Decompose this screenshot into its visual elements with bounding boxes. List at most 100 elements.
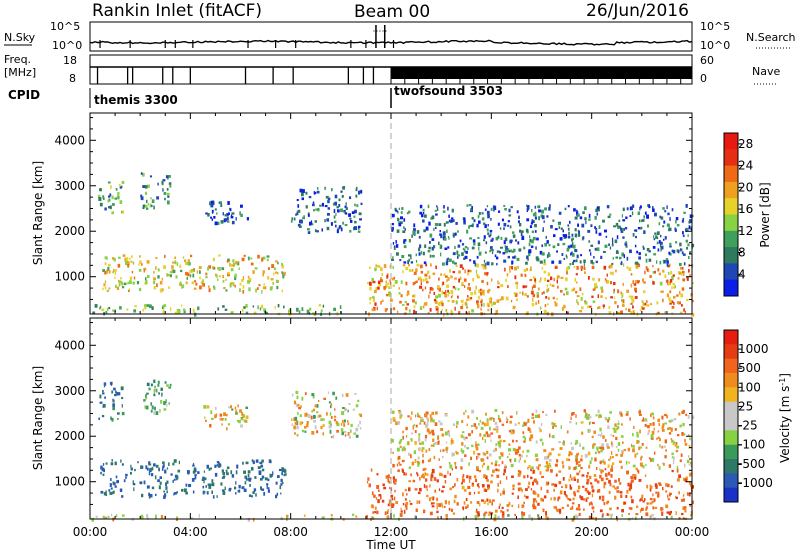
- echo-cell: [206, 464, 209, 469]
- echo-cell: [400, 280, 403, 284]
- echo-cell: [543, 259, 546, 264]
- echo-cell: [554, 228, 558, 231]
- echo-cell: [593, 256, 595, 259]
- echo-cell: [557, 496, 561, 500]
- echo-cell: [588, 502, 591, 506]
- echo-cell: [231, 264, 235, 267]
- echo-cell: [190, 254, 193, 258]
- echo-cell: [551, 435, 555, 439]
- echo-cell: [298, 406, 301, 410]
- echo-cell: [525, 285, 528, 288]
- echo-cell: [540, 497, 543, 502]
- echo-cell: [140, 465, 143, 469]
- echo-cell: [531, 220, 534, 223]
- echo-cell: [631, 517, 634, 520]
- echo-cell: [349, 229, 352, 233]
- echo-cell: [449, 487, 452, 491]
- echo-cell: [648, 204, 650, 208]
- echo-cell: [422, 251, 425, 256]
- echo-cell: [301, 429, 305, 433]
- echo-cell: [413, 271, 417, 275]
- echo-cell: [104, 262, 107, 266]
- echo-cell: [620, 229, 624, 233]
- echo-cell: [105, 462, 108, 465]
- echo-cell: [610, 296, 613, 299]
- echo-cell: [666, 205, 668, 210]
- echo-cell: [388, 285, 391, 290]
- echo-cell: [403, 245, 407, 249]
- echo-cell: [562, 477, 565, 481]
- echo-cell: [672, 274, 675, 277]
- echo-cell: [577, 223, 579, 227]
- echo-cell: [407, 415, 410, 418]
- echo-cell: [330, 436, 333, 439]
- echo-cell: [612, 271, 614, 276]
- echo-cell: [104, 396, 106, 399]
- echo-cell: [540, 277, 542, 281]
- echo-cell: [439, 230, 441, 233]
- echo-cell: [443, 505, 446, 508]
- echo-cell: [342, 407, 345, 409]
- echo-cell: [446, 441, 448, 444]
- echo-cell: [422, 208, 425, 212]
- echo-cell: [156, 388, 158, 393]
- echo-cell: [625, 216, 628, 219]
- echo-cell: [345, 202, 347, 206]
- echo-cell: [653, 238, 656, 241]
- echo-cell: [458, 278, 460, 283]
- echo-cell: [241, 257, 245, 262]
- echo-cell: [381, 499, 385, 503]
- echo-cell: [499, 420, 502, 423]
- echo-cell: [192, 273, 195, 278]
- echo-cell: [668, 227, 672, 231]
- echo-cell: [337, 209, 340, 213]
- echo-cell: [298, 310, 301, 314]
- echo-cell: [605, 439, 607, 442]
- echo-cell: [422, 305, 425, 309]
- echo-cell: [465, 409, 467, 413]
- echo-cell: [478, 423, 480, 426]
- echo-cell: [527, 466, 529, 470]
- echo-cell: [631, 443, 633, 448]
- echo-cell: [316, 187, 319, 190]
- echo-cell: [612, 256, 614, 260]
- echo-cell: [466, 475, 469, 479]
- echo-cell: [661, 445, 664, 449]
- echo-cell: [558, 481, 562, 485]
- echo-cell: [229, 282, 233, 285]
- echo-cell: [497, 469, 500, 472]
- echo-cell: [632, 280, 634, 284]
- echo-cell: [228, 406, 231, 409]
- echo-cell: [603, 265, 607, 270]
- echo-cell: [356, 204, 359, 208]
- echo-cell: [181, 304, 183, 307]
- echo-cell: [667, 483, 670, 488]
- echo-cell: [578, 461, 581, 464]
- echo-cell: [539, 429, 542, 433]
- echo-cell: [677, 249, 680, 254]
- echo-cell: [149, 468, 152, 473]
- echo-cell: [295, 213, 297, 216]
- echo-cell: [138, 269, 142, 272]
- echo-cell: [683, 308, 685, 312]
- echo-cell: [532, 276, 536, 279]
- echo-cell: [576, 211, 579, 215]
- echo-cell: [280, 483, 283, 486]
- echo-cell: [641, 494, 644, 499]
- echo-cell: [157, 380, 160, 384]
- echo-cell: [541, 267, 544, 270]
- echo-cell: [392, 476, 395, 480]
- echo-cell: [669, 245, 672, 248]
- echo-cell: [548, 244, 551, 247]
- echo-cell: [115, 514, 118, 518]
- echo-cell: [464, 444, 466, 448]
- echo-cell: [526, 267, 528, 271]
- echo-cell: [665, 258, 669, 261]
- echo-cell: [580, 254, 582, 257]
- echo-cell: [640, 226, 643, 230]
- echo-cell: [408, 210, 411, 214]
- echo-cell: [612, 456, 614, 459]
- echo-cell: [435, 265, 437, 270]
- echo-cell: [506, 421, 508, 424]
- echo-cell: [583, 206, 587, 211]
